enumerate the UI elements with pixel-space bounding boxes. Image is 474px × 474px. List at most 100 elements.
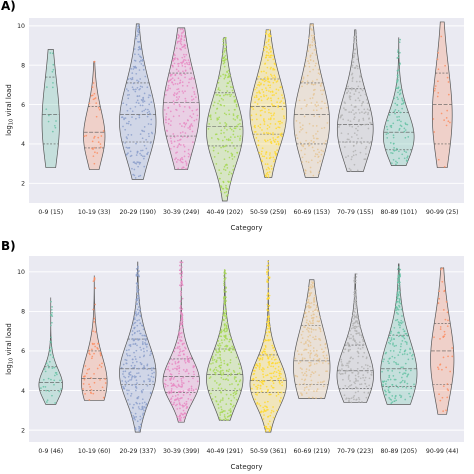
data-point <box>238 388 241 391</box>
data-point <box>123 387 125 390</box>
data-point <box>262 94 265 96</box>
data-point <box>277 143 280 146</box>
data-point <box>141 402 144 404</box>
data-point <box>227 374 229 377</box>
data-point <box>274 123 277 125</box>
data-point <box>393 378 396 381</box>
data-point <box>139 85 142 88</box>
data-point <box>221 59 224 62</box>
data-point <box>270 168 273 170</box>
data-point <box>120 366 123 369</box>
data-point <box>226 416 229 418</box>
data-point <box>322 89 325 91</box>
data-point <box>397 49 400 51</box>
data-point <box>181 342 184 345</box>
data-point <box>95 115 98 118</box>
data-point <box>264 401 266 404</box>
data-point <box>42 378 45 381</box>
data-point <box>215 163 218 165</box>
data-point <box>150 123 152 126</box>
data-point <box>181 167 183 170</box>
data-point <box>129 354 131 357</box>
data-point <box>353 295 356 298</box>
data-point <box>190 124 192 126</box>
data-point <box>181 90 184 93</box>
data-point <box>395 81 398 84</box>
data-point <box>212 104 215 107</box>
data-point <box>391 384 394 386</box>
data-point <box>150 375 153 378</box>
data-point <box>305 386 308 388</box>
data-point <box>128 120 130 123</box>
data-point <box>406 156 408 159</box>
data-point <box>125 359 128 362</box>
data-point <box>133 416 136 418</box>
data-point <box>389 332 392 334</box>
data-point <box>47 364 49 367</box>
data-point <box>217 87 220 89</box>
data-point <box>142 347 145 350</box>
data-point <box>220 364 222 367</box>
data-point <box>269 379 272 382</box>
data-point <box>266 264 269 267</box>
data-point <box>272 114 275 116</box>
data-point <box>268 32 271 35</box>
data-point <box>441 280 444 283</box>
data-point <box>213 358 216 361</box>
data-point <box>259 92 261 94</box>
data-point <box>222 146 225 148</box>
data-point <box>173 103 175 105</box>
data-point <box>229 403 232 405</box>
data-point <box>256 103 259 105</box>
data-point <box>85 134 88 137</box>
data-point <box>238 380 241 383</box>
data-point <box>232 346 235 349</box>
violin-3 <box>162 27 200 170</box>
data-point <box>51 52 54 55</box>
data-point <box>406 343 408 345</box>
data-point <box>352 396 355 399</box>
data-point <box>178 370 181 373</box>
data-point <box>268 171 271 173</box>
data-point <box>258 359 261 361</box>
data-point <box>229 383 231 386</box>
data-point <box>149 113 152 116</box>
data-point <box>338 369 340 371</box>
data-point <box>311 396 314 399</box>
data-point <box>267 415 270 418</box>
data-point <box>216 107 219 110</box>
data-point <box>137 33 140 36</box>
data-point <box>177 145 179 147</box>
data-point <box>308 365 311 367</box>
data-point <box>447 319 449 322</box>
data-point <box>143 338 146 340</box>
data-point <box>307 50 309 52</box>
data-point <box>320 153 323 156</box>
data-point <box>443 119 445 121</box>
data-point <box>357 371 360 374</box>
data-point <box>317 155 320 158</box>
data-point <box>135 299 138 301</box>
data-point <box>403 337 406 340</box>
data-point <box>90 377 92 379</box>
data-point <box>190 399 192 401</box>
data-point <box>177 70 180 72</box>
data-point <box>265 30 268 32</box>
data-point <box>148 110 150 113</box>
data-point <box>50 308 53 311</box>
data-point <box>184 415 186 418</box>
data-point <box>179 350 182 353</box>
data-point <box>220 376 223 379</box>
data-point <box>266 374 269 376</box>
data-point <box>310 83 313 86</box>
data-point <box>259 380 261 383</box>
data-point <box>392 342 394 345</box>
data-point <box>178 351 181 354</box>
data-point <box>225 327 228 329</box>
data-point <box>320 85 322 87</box>
data-point <box>315 397 317 399</box>
data-point <box>180 40 182 43</box>
data-point <box>164 379 167 382</box>
x-tick-label: 20-29 (337) <box>119 448 156 455</box>
data-point <box>125 88 128 90</box>
